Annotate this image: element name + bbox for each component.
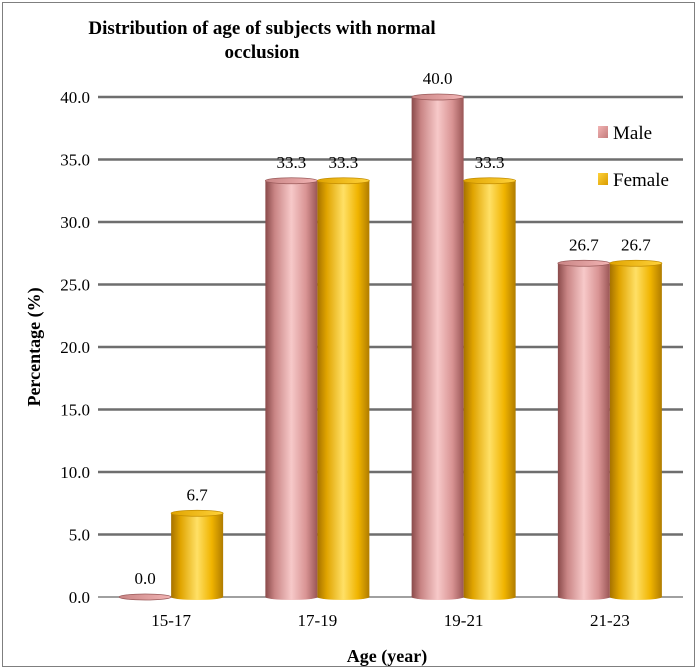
bar-female-15-17 (170, 509, 224, 600)
y-tick-label: 30.0 (60, 213, 90, 232)
bar-top (118, 593, 172, 601)
bar-top (170, 509, 224, 517)
bar-base (609, 594, 662, 600)
y-tick-label: 25.0 (60, 276, 90, 295)
x-tick-label: 19-21 (444, 611, 484, 630)
x-axis-ticks: 15-17 17-19 19-21 21-23 (151, 611, 629, 630)
bar-male-19-21 (411, 93, 465, 600)
bar-top (609, 259, 663, 267)
data-label: 0.0 (135, 569, 156, 588)
bar-male-17-19 (264, 177, 318, 600)
chart-title-line-1: Distribution of age of subjects with nor… (88, 18, 435, 39)
y-tick-label: 0.0 (69, 588, 90, 607)
y-tick-label: 40.0 (60, 88, 90, 107)
y-tick-label: 35.0 (60, 151, 90, 170)
bar-base (463, 594, 516, 600)
y-tick-label: 5.0 (69, 526, 90, 545)
bar-male-15-17 (118, 593, 172, 601)
bar-body (317, 180, 370, 597)
bar-base (265, 594, 318, 600)
data-label: 6.7 (187, 485, 209, 504)
data-labels: 0.0 6.7 33.3 33.3 40.0 33.3 26.7 26.7 (135, 69, 652, 588)
y-tick-label: 20.0 (60, 338, 90, 357)
x-tick-label: 15-17 (151, 611, 191, 630)
data-label: 26.7 (569, 235, 599, 254)
data-label: 33.3 (329, 153, 359, 172)
bar-body (171, 513, 224, 597)
legend-label-male: Male (613, 123, 652, 144)
bar-top (411, 93, 465, 101)
data-label: 33.3 (475, 153, 505, 172)
bar-female-19-21 (463, 177, 517, 600)
bar-base (411, 594, 464, 600)
bar-body (609, 263, 662, 597)
bar-female-21-23 (609, 259, 663, 600)
legend-swatch-male (598, 126, 608, 138)
bar-base (317, 594, 370, 600)
chart-title-line-2: occlusion (225, 42, 300, 63)
bar-top (557, 259, 611, 267)
bar-body (411, 97, 464, 597)
bar-body (463, 180, 516, 597)
data-label: 40.0 (423, 69, 453, 88)
y-axis-ticks: 0.0 5.0 10.0 15.0 20.0 25.0 30.0 35.0 40.0 (60, 88, 90, 607)
data-label: 26.7 (621, 235, 651, 254)
bar-base (557, 594, 610, 600)
bar-top (264, 177, 318, 185)
bars (118, 93, 663, 601)
bar-female-17-19 (316, 177, 370, 600)
x-tick-label: 21-23 (590, 611, 630, 630)
bar-top (463, 177, 517, 185)
bar-body (557, 263, 610, 597)
x-tick-label: 17-19 (298, 611, 338, 630)
legend-label-female: Female (613, 170, 669, 191)
y-axis-title: Percentage (%) (24, 287, 45, 406)
y-tick-label: 10.0 (60, 463, 90, 482)
bar-base (171, 594, 224, 600)
bar-top (316, 177, 370, 185)
y-tick-label: 15.0 (60, 401, 90, 420)
legend-swatch-female (598, 173, 608, 185)
bar-body (265, 180, 318, 597)
legend: Male Female (598, 123, 669, 191)
bar-male-21-23 (557, 259, 611, 600)
x-axis-title: Age (year) (347, 646, 427, 667)
data-label: 33.3 (277, 153, 307, 172)
